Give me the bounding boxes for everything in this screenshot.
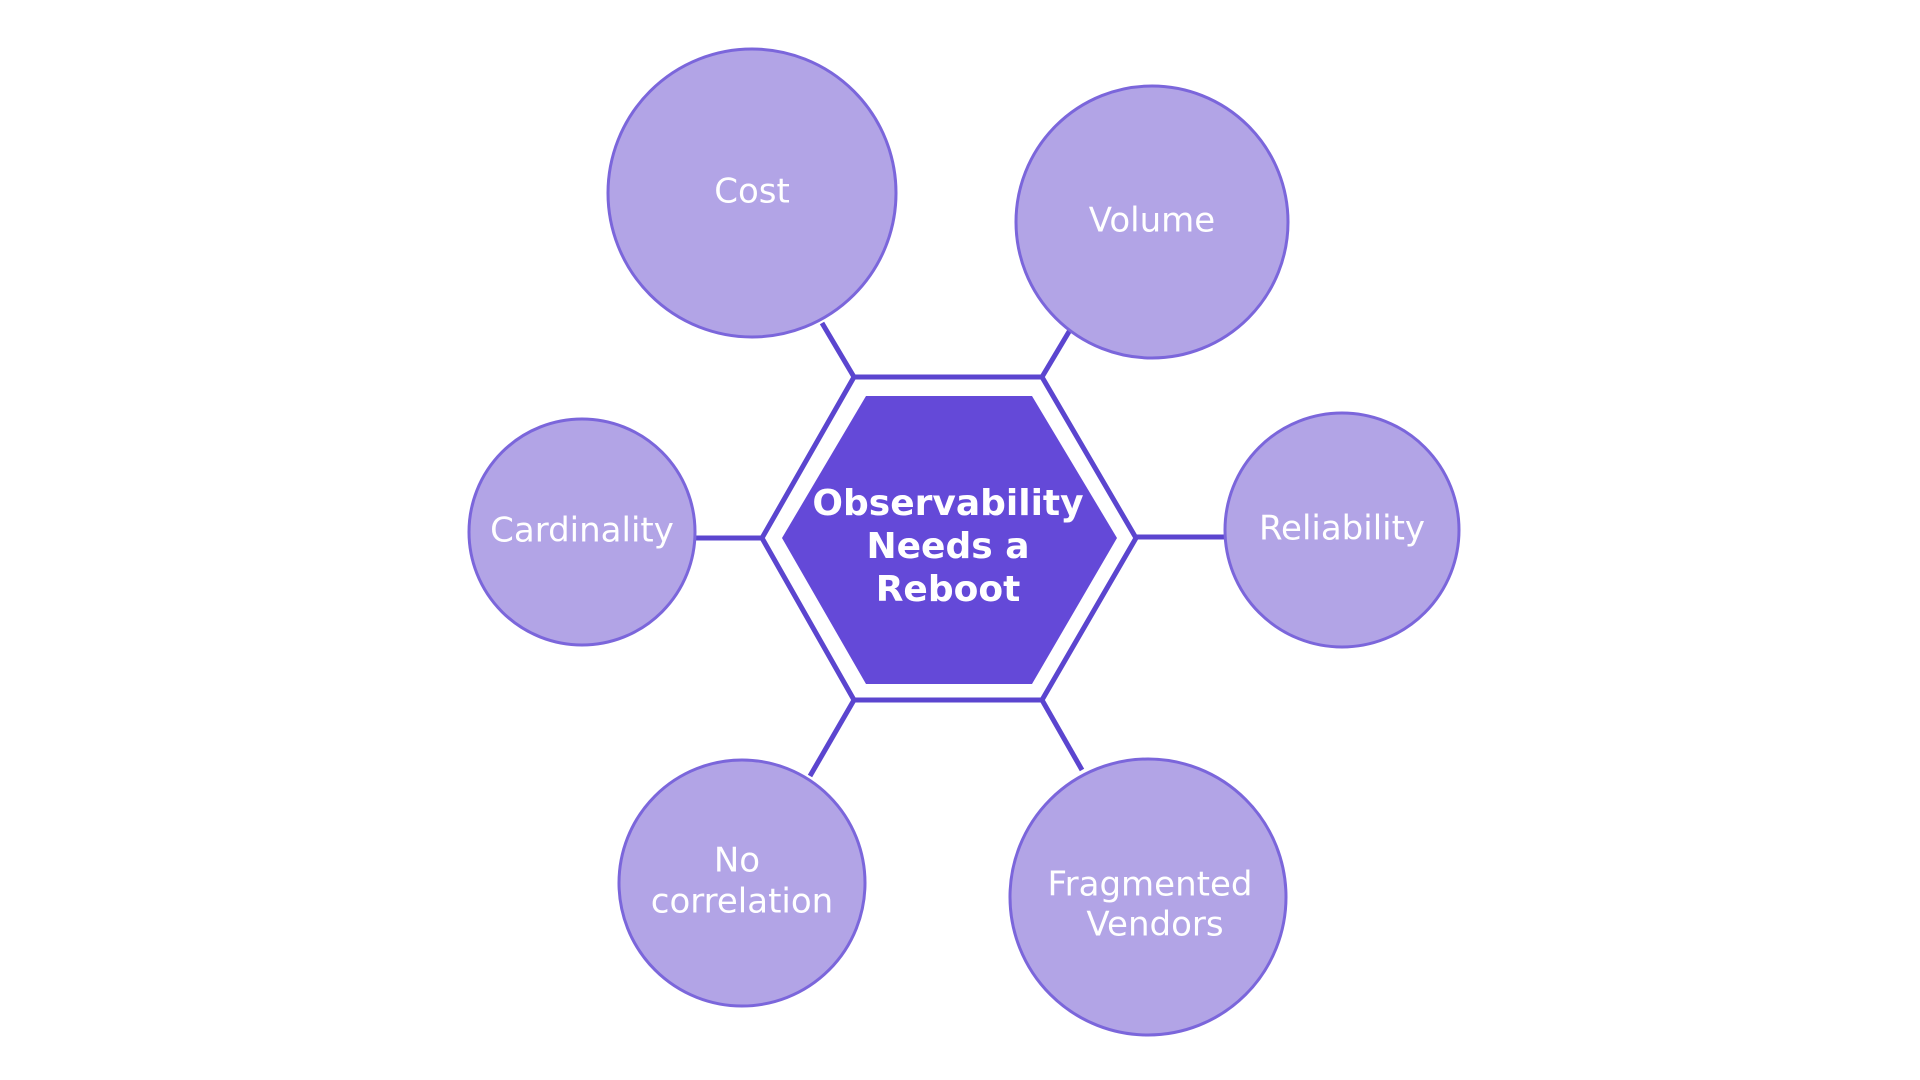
center-hexagon <box>782 396 1117 684</box>
center-title-line-3: Reboot <box>876 569 1021 610</box>
node-reliability-label: Reliability <box>1259 509 1425 549</box>
node-fragmented-vendors: Fragmented Vendors <box>1008 757 1288 1037</box>
node-volume: Volume <box>1014 84 1290 360</box>
node-reliability: Reliability <box>1223 411 1461 649</box>
node-cardinality-circle <box>467 417 697 647</box>
connector-no-correlation <box>807 698 857 778</box>
node-reliability-circle <box>1223 411 1461 649</box>
connectors <box>696 321 1224 778</box>
connector-cost <box>819 321 857 379</box>
node-volume-circle <box>1014 84 1290 360</box>
node-no-correlation: No correlation <box>617 758 867 1008</box>
node-no-correlation-circle <box>617 758 867 1008</box>
node-cardinality: Cardinality <box>467 417 697 647</box>
center-title-line-2: Needs a <box>867 526 1030 567</box>
node-cost-circle <box>606 47 898 339</box>
node-no-correlation-label-line-2: correlation <box>651 882 833 922</box>
center-title: Observability <box>812 483 1083 524</box>
node-cost: Cost <box>606 47 898 339</box>
node-fragmented-vendors-label-line-1: Fragmented <box>1048 865 1253 905</box>
node-cost-label: Cost <box>714 172 790 212</box>
connector-fragmented-vendors <box>1039 698 1085 772</box>
node-cardinality-label: Cardinality <box>490 511 674 551</box>
node-no-correlation-label-line-1: No <box>714 841 760 881</box>
node-fragmented-vendors-circle <box>1008 757 1288 1037</box>
node-volume-label: Volume <box>1089 201 1215 241</box>
node-fragmented-vendors-label-line-2: Vendors <box>1086 905 1223 945</box>
center-hexagon-group: Observability Needs a Reboot <box>759 374 1139 703</box>
connector-volume <box>1039 328 1073 379</box>
